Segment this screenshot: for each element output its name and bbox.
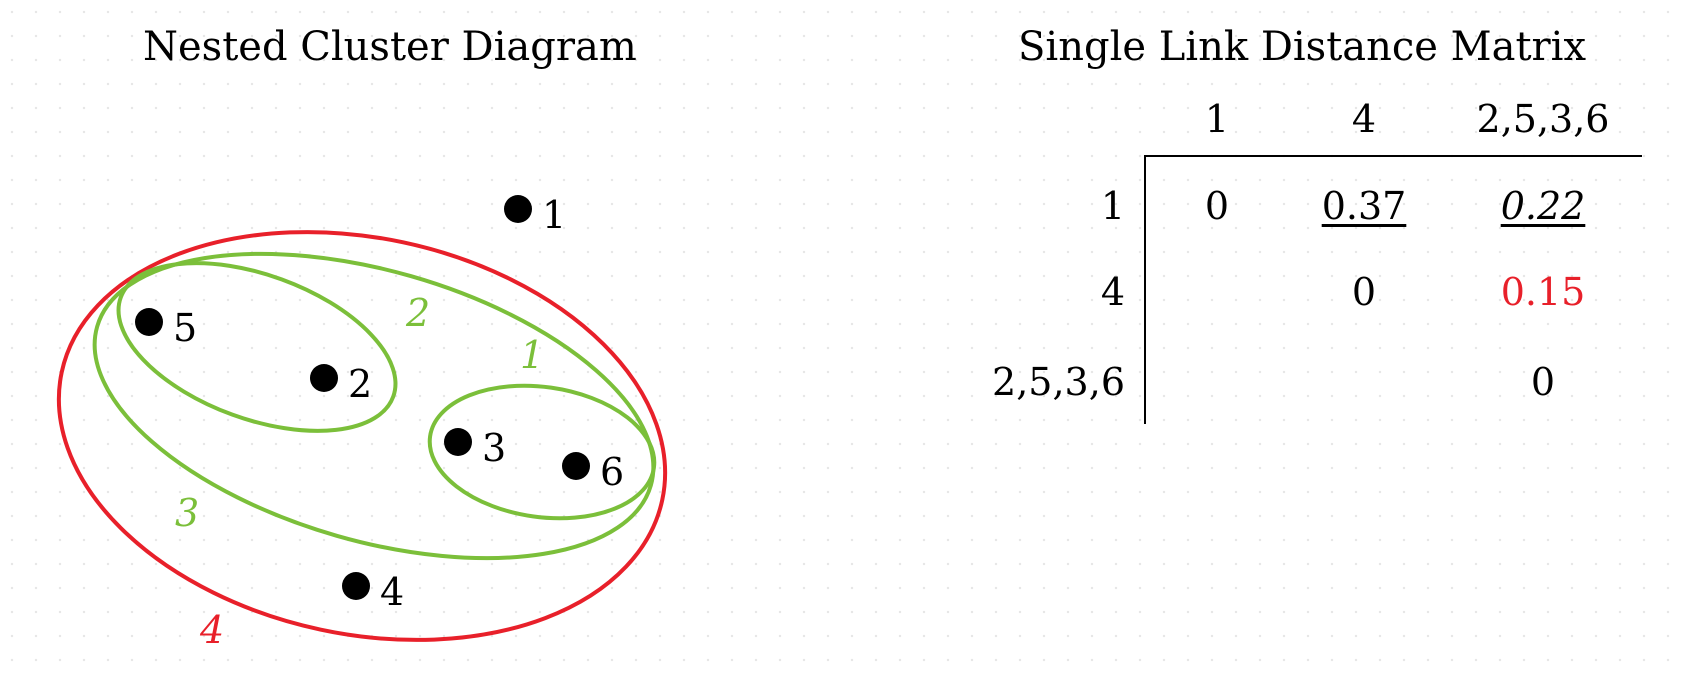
point-1-label: 1 (542, 193, 566, 237)
cluster-label-4: 4 (199, 608, 224, 652)
matrix-title: Single Link Distance Matrix (1018, 24, 1587, 70)
diagram-title: Nested Cluster Diagram (143, 24, 637, 70)
cluster-2-ellipse (116, 261, 398, 433)
point-6-marker (562, 452, 590, 480)
matrix-row-header-4: 4 (1100, 270, 1125, 314)
cluster-1-ellipse (427, 383, 657, 521)
nested-cluster-diagram: 2 1 3 4 1 5 2 3 6 4 (56, 193, 668, 652)
point-5-marker (135, 308, 163, 336)
point-5-label: 5 (173, 306, 197, 350)
matrix-cell-1-1: 0 (1204, 184, 1230, 228)
cluster-label-2: 2 (405, 291, 430, 335)
point-1-marker (504, 195, 532, 223)
cluster-4-ellipse (56, 230, 668, 642)
point-6-label: 6 (600, 450, 624, 494)
matrix-row-rule (1144, 156, 1146, 424)
matrix-header-rule (1144, 155, 1642, 157)
matrix-cell-1-4: 0.37 (1321, 184, 1407, 228)
cluster-label-3: 3 (175, 491, 199, 535)
point-2-label: 2 (348, 362, 372, 406)
point-3-label: 3 (482, 426, 506, 470)
matrix-cell-2536-2536: 0 (1530, 360, 1556, 404)
matrix-col-header-4: 4 (1351, 97, 1377, 141)
point-4-marker (342, 572, 370, 600)
point-3-marker (444, 428, 472, 456)
matrix-cell-4-2536: 0.15 (1500, 270, 1586, 314)
cluster-3-ellipse (92, 251, 656, 561)
matrix-cell-1-2536: 0.22 (1500, 184, 1586, 228)
cluster-label-1: 1 (520, 333, 544, 377)
matrix-row-header-2536: 2,5,3,6 (992, 360, 1125, 404)
matrix-row-header-1: 1 (1100, 184, 1125, 228)
matrix-cell-4-4: 0 (1351, 270, 1377, 314)
point-4-label: 4 (380, 570, 404, 614)
point-2-marker (310, 364, 338, 392)
matrix-col-header-1: 1 (1204, 97, 1230, 141)
matrix-col-header-2536: 2,5,3,6 (1476, 97, 1610, 141)
